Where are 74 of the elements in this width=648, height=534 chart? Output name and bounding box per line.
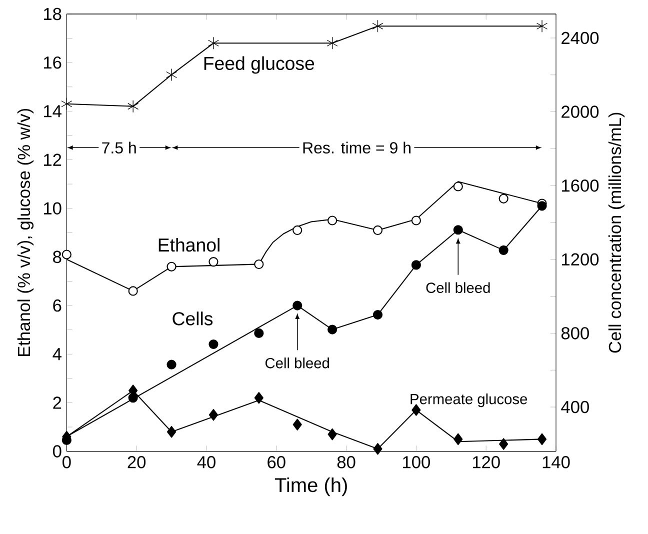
point <box>453 225 463 235</box>
point <box>454 433 463 446</box>
x-tick-label: 60 <box>268 456 286 468</box>
y-tick-label: 12 <box>44 154 62 166</box>
point <box>498 245 508 255</box>
y-tick-label: 4 <box>52 348 62 360</box>
point <box>166 262 176 272</box>
point <box>254 259 264 270</box>
point <box>208 409 218 421</box>
annotation: Res. time = 9 h <box>303 142 410 154</box>
point <box>326 36 338 50</box>
point <box>328 428 337 440</box>
y-tick-label: 14 <box>44 105 62 118</box>
y2-tick-label: 2400 <box>562 32 599 44</box>
x-tick-label: 120 <box>472 456 500 468</box>
point <box>453 182 463 192</box>
point <box>208 339 218 350</box>
y-tick-label: 10 <box>44 202 62 214</box>
y2-tick-label: 1600 <box>562 179 599 192</box>
point <box>537 433 547 446</box>
point <box>372 225 383 236</box>
y-tick-label: 2 <box>53 396 62 409</box>
y-tick-label: 0 <box>52 445 62 458</box>
point <box>537 201 547 211</box>
point <box>61 98 72 110</box>
point <box>128 393 138 403</box>
series-label: Ethanol <box>158 238 220 252</box>
point <box>372 20 384 32</box>
point <box>208 36 220 50</box>
y2-tick-label: 1200 <box>562 253 599 266</box>
point <box>411 216 421 226</box>
series-label: Permeate glucose <box>410 393 528 408</box>
point <box>128 286 138 296</box>
x-tick-label: 40 <box>197 456 216 468</box>
point <box>254 328 264 338</box>
annotation: 7.5 h <box>102 142 136 154</box>
series-label: Feed glucose <box>204 56 314 74</box>
point <box>411 260 421 270</box>
x-axis-title: Time (h) <box>274 477 347 496</box>
point <box>62 250 72 260</box>
point <box>328 216 338 226</box>
point <box>536 20 548 32</box>
point <box>292 418 302 430</box>
point <box>373 443 382 455</box>
y-tick-label: 18 <box>44 8 62 20</box>
point <box>499 438 508 450</box>
point <box>328 324 338 334</box>
x-tick-label: 0 <box>62 456 71 468</box>
point <box>166 426 176 438</box>
series-label: Cells <box>172 312 213 326</box>
y-tick-label: 16 <box>44 56 62 69</box>
point <box>166 68 178 82</box>
y2-tick-label: 800 <box>561 327 589 340</box>
x-tick-label: 20 <box>128 456 146 468</box>
x-tick-label: 140 <box>542 456 570 468</box>
point <box>498 194 508 204</box>
annotation: Cell bleed <box>426 282 490 293</box>
y2-axis-title: Cell concentration (millions/mL) <box>608 112 625 353</box>
y2-tick-label: 400 <box>561 400 589 414</box>
y-tick-label: 6 <box>53 299 62 312</box>
point <box>372 310 383 320</box>
point <box>166 360 176 370</box>
y-tick-label: 8 <box>53 250 62 264</box>
point <box>208 257 218 267</box>
point <box>292 225 302 236</box>
x-tick-label: 80 <box>337 456 356 468</box>
y2-tick-label: 2000 <box>562 106 599 118</box>
y-axis-title: Ethanol (% v/v), glucose (% w/v) <box>17 109 34 356</box>
point <box>128 100 139 113</box>
point <box>292 300 302 310</box>
point <box>412 404 421 416</box>
annotation: Cell bleed <box>265 358 329 368</box>
point <box>254 392 264 404</box>
x-tick-label: 100 <box>403 456 430 468</box>
